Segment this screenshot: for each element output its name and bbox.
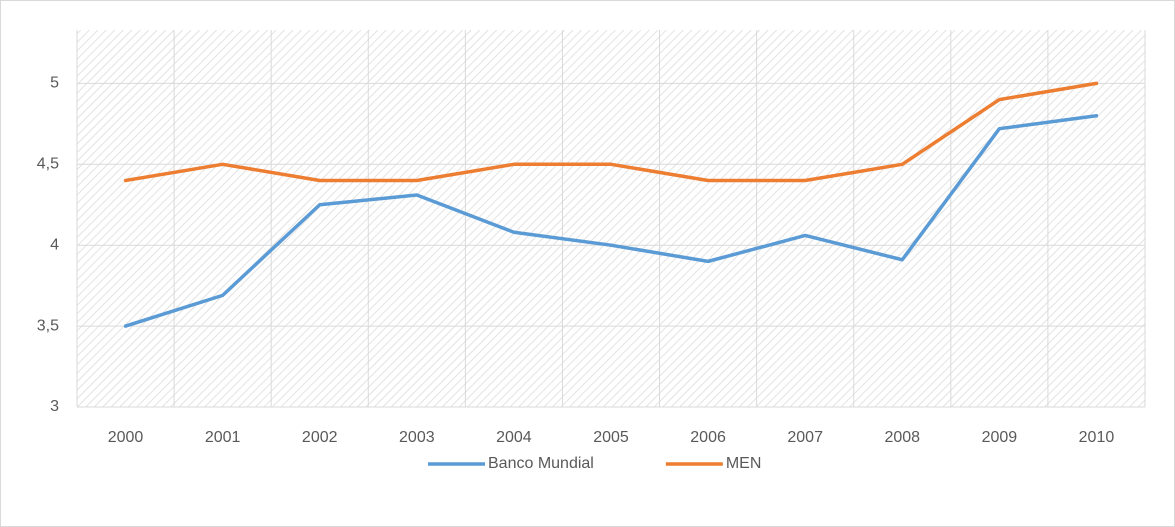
y-tick-label: 3,5 bbox=[37, 317, 59, 334]
y-tick-label: 5 bbox=[50, 75, 59, 92]
y-tick-label: 4,5 bbox=[37, 156, 59, 173]
y-tick-label: 3 bbox=[50, 398, 59, 415]
x-tick-label: 2001 bbox=[205, 429, 241, 446]
x-tick-label: 2000 bbox=[108, 429, 144, 446]
plot-area bbox=[77, 30, 1145, 407]
x-tick-label: 2010 bbox=[1079, 429, 1115, 446]
x-tick-label: 2004 bbox=[496, 429, 532, 446]
x-tick-label: 2002 bbox=[302, 429, 338, 446]
x-tick-label: 2008 bbox=[884, 429, 920, 446]
x-tick-label: 2006 bbox=[690, 429, 726, 446]
legend-label: Banco Mundial bbox=[488, 455, 594, 472]
x-tick-label: 2009 bbox=[982, 429, 1018, 446]
x-tick-label: 2003 bbox=[399, 429, 435, 446]
y-tick-label: 4 bbox=[50, 236, 59, 253]
x-tick-label: 2007 bbox=[787, 429, 823, 446]
legend-label: MEN bbox=[726, 455, 762, 472]
line-series bbox=[123, 81, 1099, 183]
line-series bbox=[123, 114, 1099, 328]
x-tick-label: 2005 bbox=[593, 429, 629, 446]
